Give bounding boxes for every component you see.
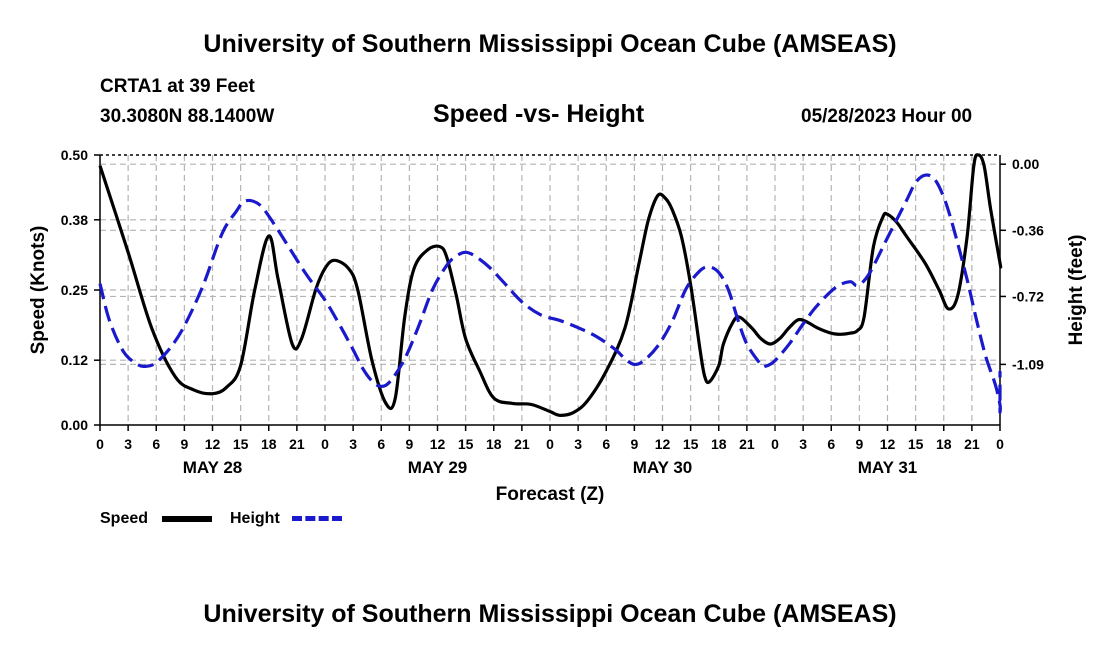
x-tick-label: 0 xyxy=(96,436,104,452)
x-tick-label: 0 xyxy=(546,436,554,452)
x-tick-label: 15 xyxy=(683,436,699,452)
date-label: MAY 30 xyxy=(633,458,693,477)
legend-speed-label: Speed xyxy=(100,510,149,527)
x-tick-label: 3 xyxy=(799,436,807,452)
right-tick-label: -0.72 xyxy=(1012,288,1044,304)
x-tick-label: 18 xyxy=(486,436,502,452)
right-tick-label: 0.00 xyxy=(1012,156,1039,172)
x-tick-label: 0 xyxy=(771,436,779,452)
legend-height-swatch xyxy=(292,516,342,521)
x-tick-label: 21 xyxy=(289,436,305,452)
legend-speed-swatch xyxy=(162,516,212,522)
x-tick-label: 9 xyxy=(855,436,863,452)
x-tick-label: 12 xyxy=(205,436,221,452)
run-time-label: 05/28/2023 Hour 00 xyxy=(801,106,973,127)
coordinates-label: 30.3080N 88.1400W xyxy=(100,106,275,127)
x-tick-label: 9 xyxy=(630,436,638,452)
date-label: MAY 31 xyxy=(858,458,918,477)
x-tick-label: 21 xyxy=(964,436,980,452)
x-tick-label: 15 xyxy=(458,436,474,452)
chart-subtitle: Speed -vs- Height xyxy=(433,100,645,128)
station-label: CRTA1 at 39 Feet xyxy=(100,76,255,97)
left-axis-title: Speed (Knots) xyxy=(28,226,49,355)
chart-title-top: University of Southern Mississippi Ocean… xyxy=(203,30,897,58)
x-tick-label: 3 xyxy=(574,436,582,452)
right-tick-label: -1.09 xyxy=(1012,356,1044,372)
left-tick-label: 0.50 xyxy=(61,147,88,163)
x-tick-label: 3 xyxy=(124,436,132,452)
x-tick-label: 18 xyxy=(711,436,727,452)
x-tick-label: 0 xyxy=(321,436,329,452)
x-tick-label: 15 xyxy=(908,436,924,452)
left-tick-label: 0.25 xyxy=(61,282,88,298)
x-tick-label: 21 xyxy=(514,436,530,452)
x-tick-label: 18 xyxy=(261,436,277,452)
x-tick-label: 0 xyxy=(996,436,1004,452)
date-label: MAY 28 xyxy=(183,458,243,477)
left-tick-label: 0.00 xyxy=(61,417,88,433)
x-tick-label: 18 xyxy=(936,436,952,452)
x-tick-label: 12 xyxy=(655,436,671,452)
x-axis-title: Forecast (Z) xyxy=(496,484,605,505)
speed-series-line xyxy=(98,153,1003,417)
left-tick-label: 0.12 xyxy=(61,352,88,368)
right-axis-title: Height (feet) xyxy=(1066,235,1087,346)
x-tick-label: 9 xyxy=(405,436,413,452)
legend-height-label: Height xyxy=(230,510,280,527)
height-series-line xyxy=(98,173,1002,414)
x-tick-label: 15 xyxy=(233,436,249,452)
date-label: MAY 29 xyxy=(408,458,468,477)
chart-title-bottom: University of Southern Mississippi Ocean… xyxy=(203,600,897,628)
x-tick-label: 6 xyxy=(602,436,610,452)
x-tick-label: 12 xyxy=(430,436,446,452)
right-tick-label: -0.36 xyxy=(1012,222,1044,238)
x-tick-label: 3 xyxy=(349,436,357,452)
x-tick-label: 21 xyxy=(739,436,755,452)
x-tick-label: 9 xyxy=(180,436,188,452)
x-tick-label: 6 xyxy=(152,436,160,452)
x-tick-label: 6 xyxy=(827,436,835,452)
x-tick-label: 12 xyxy=(880,436,896,452)
x-tick-label: 6 xyxy=(377,436,385,452)
left-tick-label: 0.38 xyxy=(61,212,88,228)
